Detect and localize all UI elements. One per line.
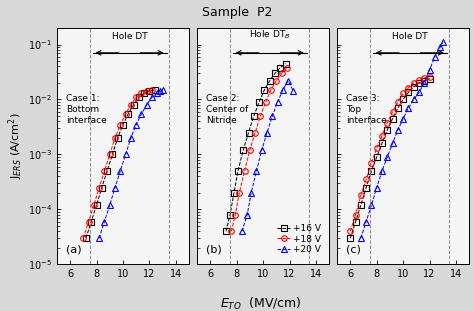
Text: (c): (c)	[346, 245, 361, 255]
Text: (b): (b)	[206, 245, 222, 255]
Legend: +16 V, +18 V, +20 V: +16 V, +18 V, +20 V	[273, 220, 325, 258]
Text: Sample  P2: Sample P2	[202, 6, 272, 19]
Text: Case 2:
Center of
Nitride: Case 2: Center of Nitride	[206, 94, 248, 125]
Text: Hole DT: Hole DT	[392, 32, 428, 41]
Y-axis label: J$_{ERS}$ (A/cm$^2$): J$_{ERS}$ (A/cm$^2$)	[7, 113, 25, 179]
Text: Case 3:
Top
interface: Case 3: Top interface	[346, 94, 387, 125]
Text: Hole DT: Hole DT	[112, 32, 147, 41]
Text: $E_{TO}$  (MV/cm): $E_{TO}$ (MV/cm)	[220, 296, 301, 311]
Text: Hole DT$_B$: Hole DT$_B$	[249, 29, 291, 41]
Text: (a): (a)	[66, 245, 82, 255]
Text: Case 1:
Bottom
interface: Case 1: Bottom interface	[66, 94, 107, 125]
